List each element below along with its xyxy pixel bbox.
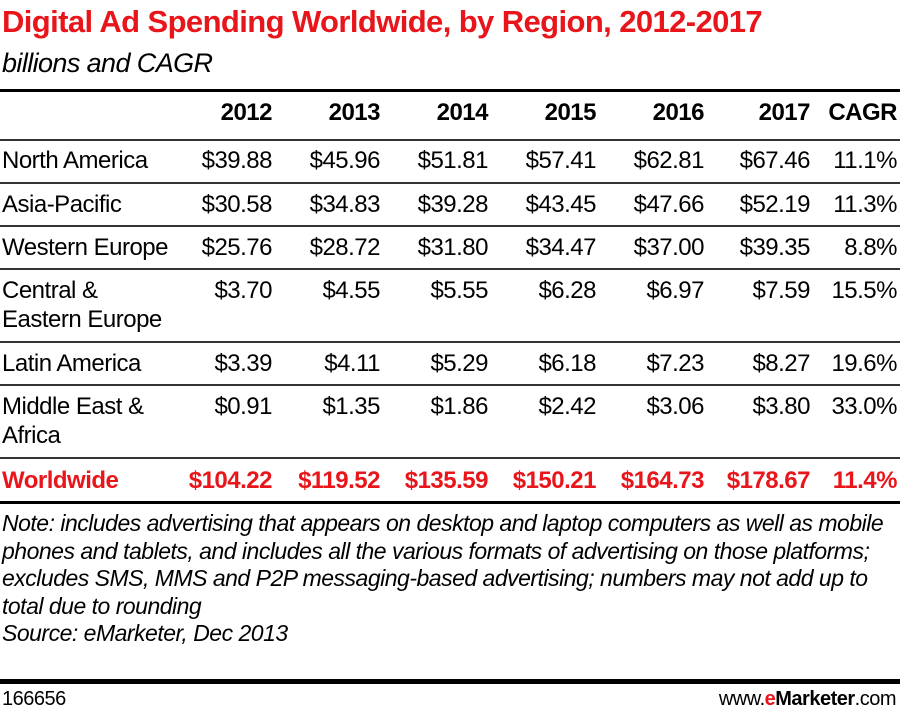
column-header: 2012 <box>220 99 273 126</box>
row-label: Asia-Pacific <box>2 191 122 218</box>
table-cell: $1.35 <box>322 393 380 420</box>
row-divider <box>0 139 900 141</box>
table-cell: $5.55 <box>430 277 488 304</box>
divider <box>0 501 900 504</box>
table-cell: $52.19 <box>739 191 811 218</box>
row-divider <box>0 182 900 184</box>
table-cell: 8.8% <box>844 234 897 261</box>
table-cell: $4.11 <box>324 350 380 377</box>
table-cell: $25.76 <box>201 234 273 261</box>
table-row: Latin America $3.39 $4.11 $5.29 $6.18 $7.23 $8… <box>0 343 900 386</box>
table-cell: $34.47 <box>525 234 597 261</box>
table-cell: $6.28 <box>538 277 596 304</box>
table-cell: $6.18 <box>538 350 596 377</box>
row-label: Central & Eastern Europe <box>2 277 162 333</box>
row-divider <box>0 341 900 343</box>
total-cell: 11.4% <box>832 467 898 494</box>
table-cell: $51.81 <box>417 147 489 174</box>
table-cell: $47.66 <box>633 191 705 218</box>
table-cell: $3.06 <box>646 393 704 420</box>
total-cell: $164.73 <box>620 467 705 494</box>
table-row: Asia-Pacific $30.58 $34.83 $39.28 $43.45 $47.… <box>0 184 900 227</box>
table-cell: $67.46 <box>739 147 811 174</box>
column-header: 2013 <box>328 99 381 126</box>
table-cell: $39.35 <box>739 234 811 261</box>
table-cell: $5.29 <box>430 350 488 377</box>
table-cell: $30.58 <box>201 191 273 218</box>
table-cell: $37.00 <box>633 234 705 261</box>
row-label: Worldwide <box>2 467 119 494</box>
table-cell: $39.28 <box>417 191 489 218</box>
table-row: Central & Eastern Europe $3.70 $4.55 $5.55 $… <box>0 270 900 343</box>
total-cell: $150.21 <box>512 467 597 494</box>
column-header: CAGR <box>828 99 897 126</box>
table-cell: $1.86 <box>430 393 488 420</box>
total-cell: $119.52 <box>298 467 380 494</box>
table-cell: $62.81 <box>633 147 705 174</box>
chart-id: 166656 <box>2 688 66 710</box>
table-cell: 19.6% <box>831 350 897 377</box>
column-header: 2015 <box>544 99 597 126</box>
row-divider <box>0 268 900 270</box>
table-cell: $28.72 <box>309 234 381 261</box>
row-label: Western Europe <box>2 234 168 261</box>
table-cell: $0.91 <box>214 393 272 420</box>
table-cell: 11.3% <box>833 191 897 218</box>
row-divider <box>0 225 900 227</box>
table-cell: $6.97 <box>646 277 704 304</box>
column-header: 2017 <box>758 99 811 126</box>
row-divider <box>0 457 900 459</box>
table-cell: $3.70 <box>214 277 272 304</box>
table-cell: 33.0% <box>831 393 897 420</box>
header-row: 2012 2013 2014 2015 2016 2017 CAGR <box>0 92 900 140</box>
table-cell: $57.41 <box>525 147 597 174</box>
brand-logo: www.eMarketer.com <box>718 688 897 710</box>
table-cell: $3.80 <box>752 393 810 420</box>
row-label: Latin America <box>2 350 141 377</box>
chart-note: Note: includes advertising that appears … <box>2 510 898 648</box>
total-cell: $104.22 <box>188 467 273 494</box>
table-cell: $31.80 <box>417 234 489 261</box>
table-cell: $7.23 <box>646 350 704 377</box>
table-cell: $4.55 <box>322 277 380 304</box>
table-row: North America $39.88 $45.96 $51.81 $57.41 $62… <box>0 140 900 184</box>
note-text: Note: includes advertising that appears … <box>2 510 884 619</box>
table-row: Middle East & Africa $0.91 $1.35 $1.86 $2.42… <box>0 386 900 458</box>
source-text: Source: eMarketer, Dec 2013 <box>2 620 288 646</box>
table-cell: 15.5% <box>831 277 897 304</box>
table-cell: $8.27 <box>752 350 810 377</box>
table-cell: $39.88 <box>201 147 273 174</box>
chart-subtitle: billions and CAGR <box>2 48 213 78</box>
column-header: 2016 <box>652 99 705 126</box>
table-cell: $2.42 <box>538 393 596 420</box>
table-cell: $3.39 <box>214 350 272 377</box>
table-cell: $7.59 <box>752 277 810 304</box>
table-row: Western Europe $25.76 $28.72 $31.80 $34.47 $3… <box>0 227 900 270</box>
table-cell: $34.83 <box>309 191 381 218</box>
row-label: North America <box>2 147 148 174</box>
footer-divider <box>0 679 900 684</box>
row-label: Middle East & Africa <box>2 393 144 449</box>
total-row: Worldwide $104.22 $119.52 $135.59 $150.21 $16… <box>0 460 900 502</box>
total-cell: $135.59 <box>404 467 489 494</box>
table-cell: 11.1% <box>833 147 897 174</box>
chart-title: Digital Ad Spending Worldwide, by Region… <box>2 4 763 39</box>
table-cell: $43.45 <box>525 191 597 218</box>
column-header: 2014 <box>436 99 489 126</box>
row-divider <box>0 384 900 386</box>
divider <box>0 89 900 92</box>
table-cell: $45.96 <box>309 147 381 174</box>
total-cell: $178.67 <box>726 467 811 494</box>
